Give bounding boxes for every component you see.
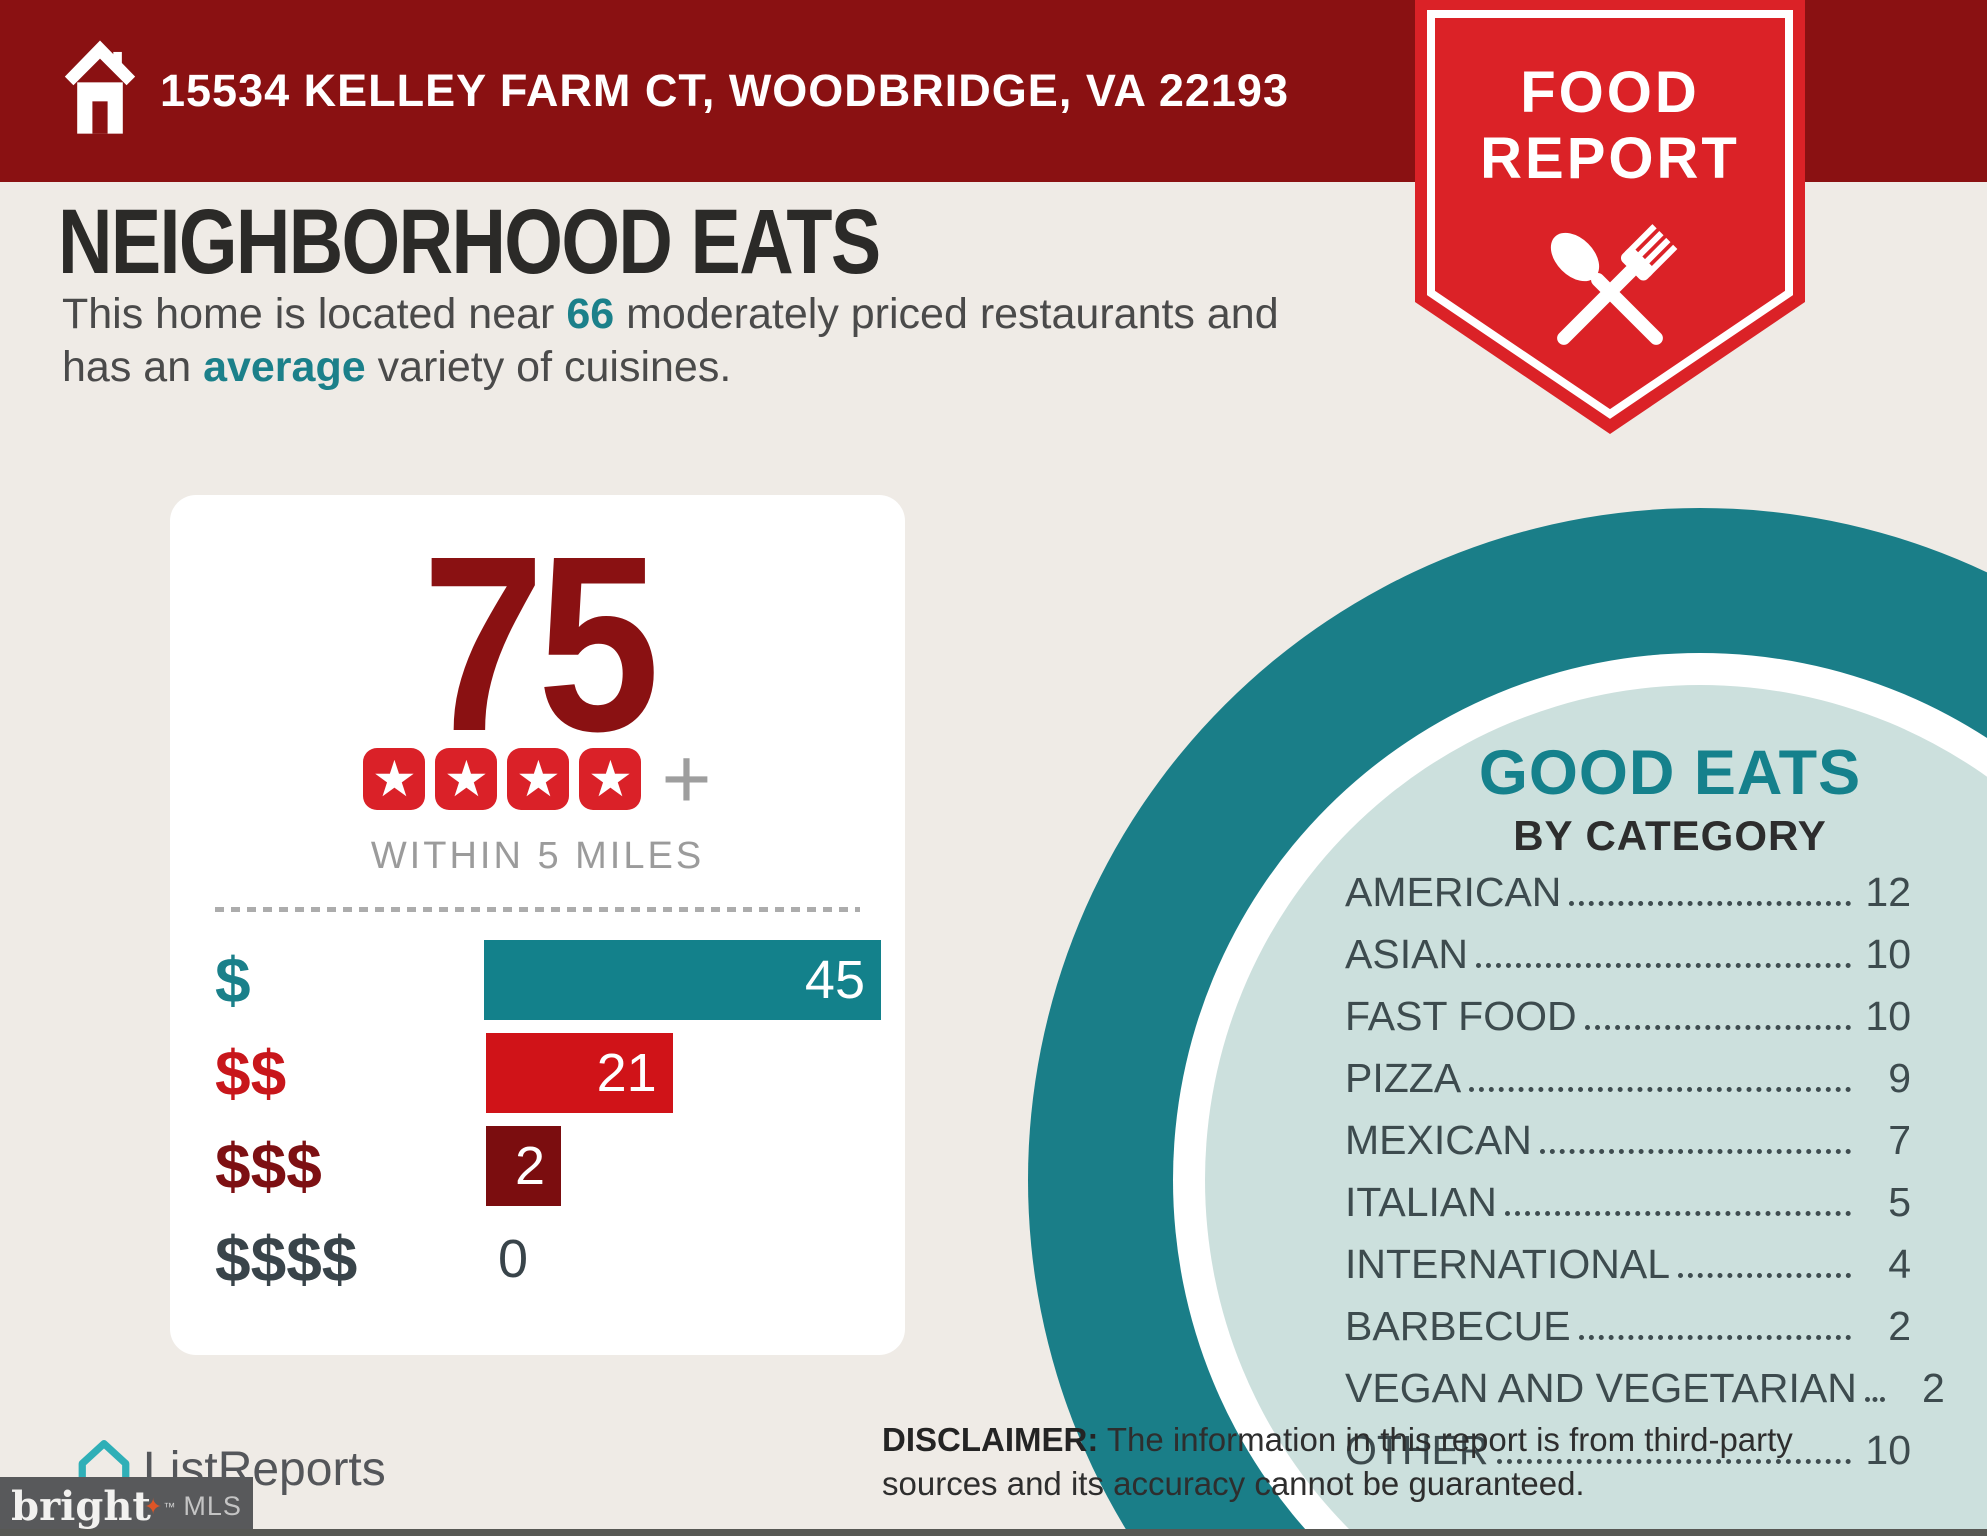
- category-row: PIZZA 9: [1345, 1058, 1911, 1099]
- dotted-leader: [1864, 1397, 1885, 1402]
- disclaimer: DISCLAIMER: The information in this repo…: [882, 1418, 1842, 1506]
- disclaimer-label: DISCLAIMER:: [882, 1421, 1099, 1458]
- good-eats-title: GOOD EATS: [1478, 738, 1862, 808]
- dotted-leader: [1476, 963, 1851, 968]
- category-label: FAST FOOD: [1345, 993, 1577, 1039]
- price-tier-value: 0: [498, 1229, 529, 1289]
- price-tier-label: $$$$: [215, 1223, 358, 1295]
- bottom-strip: [0, 1529, 1987, 1536]
- mls-wordmark: MLS: [183, 1491, 242, 1521]
- price-tier-label: $$: [215, 1037, 287, 1109]
- price-bar-row: $$$$ 0: [215, 1219, 881, 1299]
- star-rating: ★ ★ ★ ★ +: [170, 731, 905, 827]
- bright-mls-logo: bright ✦ ™ MLS: [0, 1477, 253, 1536]
- disclaimer-text: The information in this report is from t…: [882, 1421, 1793, 1502]
- dotted-leader: [1469, 1087, 1851, 1092]
- dashed-divider: [215, 907, 860, 912]
- restaurant-count: 66: [566, 290, 615, 338]
- variety-rating: average: [203, 343, 366, 391]
- ribbon-line-1: FOOD: [1520, 60, 1700, 125]
- category-list: AMERICAN 12 ASIAN 10 FAST FOOD 10 PIZZA 9 MEXICA…: [1345, 872, 1945, 1492]
- price-bars: $45 $$ 21 $$$ 2 $$$$ 0: [215, 940, 881, 1312]
- price-tier-bar: 21: [486, 1033, 673, 1113]
- category-label: ASIAN: [1345, 931, 1469, 977]
- spoon-fork-icon: [1550, 224, 1678, 345]
- category-count: 9: [1888, 1055, 1911, 1101]
- price-tier-bar: 2: [486, 1126, 561, 1206]
- category-row: OTHER 10: [1345, 1430, 1911, 1471]
- category-label: VEGAN AND VEGETARIAN: [1345, 1365, 1857, 1411]
- star-icon: ★: [507, 748, 570, 810]
- price-bar-row: $$$ 2: [215, 1126, 881, 1206]
- score-card: 75 ★ ★ ★ ★ + WITHIN 5 MILES $45 $$ 21 $$$ 2 $$$$ 0: [170, 495, 905, 1355]
- subtitle-line-1: This home is located near 66 moderately …: [62, 290, 1279, 338]
- category-row: FAST FOOD 10: [1345, 996, 1911, 1037]
- category-row: ITALIAN 5: [1345, 1182, 1911, 1223]
- dotted-leader: [1678, 1273, 1851, 1278]
- price-bar-row: $$ 21: [215, 1033, 881, 1113]
- price-tier-value: 2: [514, 1136, 545, 1196]
- category-count: 7: [1888, 1117, 1911, 1163]
- within-miles-label: WITHIN 5 MILES: [370, 835, 705, 877]
- price-tier-bar: 45: [483, 940, 881, 1020]
- star-icon: ★: [579, 748, 642, 810]
- category-label: OTHER: [1345, 1427, 1489, 1473]
- page-subtitle: This home is located near 66 moderately …: [62, 288, 1279, 394]
- price-bar-row: $45: [215, 940, 881, 1020]
- category-label: PIZZA: [1345, 1055, 1462, 1101]
- ribbon-line-2: REPORT: [1480, 126, 1740, 191]
- category-count: 2: [1888, 1303, 1911, 1349]
- category-label: MEXICAN: [1345, 1117, 1532, 1163]
- trademark-symbol: ™: [163, 1499, 176, 1514]
- subtitle-line-2: has an average variety of cuisines.: [62, 343, 732, 391]
- star-icon: ★: [363, 748, 426, 810]
- dotted-leader: [1569, 901, 1851, 906]
- category-count: 10: [1865, 1427, 1911, 1473]
- price-tier-label: $$$: [215, 1130, 322, 1202]
- dotted-leader: [1578, 1335, 1851, 1340]
- category-count: 5: [1888, 1179, 1911, 1225]
- home-icon: [64, 40, 136, 134]
- food-score: 75: [422, 504, 660, 783]
- bright-star-icon: ✦: [143, 1493, 163, 1519]
- dotted-leader: [1496, 1459, 1851, 1464]
- category-row: AMERICAN 12: [1345, 872, 1911, 913]
- category-row: MEXICAN 7: [1345, 1120, 1911, 1161]
- page-title: NEIGHBORHOOD EATS: [58, 191, 881, 293]
- category-label: AMERICAN: [1345, 869, 1562, 915]
- category-row: ASIAN 10: [1345, 934, 1911, 975]
- price-tier-label: $: [215, 944, 251, 1016]
- category-count: 4: [1888, 1241, 1911, 1287]
- price-tier-value: 21: [596, 1043, 657, 1103]
- category-row: INTERNATIONAL 4: [1345, 1244, 1911, 1285]
- bright-wordmark: bright: [11, 1482, 151, 1530]
- plus-icon: +: [661, 731, 712, 827]
- category-count: 10: [1865, 931, 1911, 977]
- category-row: VEGAN AND VEGETARIAN 2: [1345, 1365, 1945, 1411]
- dotted-leader: [1539, 1149, 1851, 1154]
- category-count: 10: [1865, 993, 1911, 1039]
- category-count: 2: [1922, 1365, 1945, 1411]
- good-eats-subtitle: BY CATEGORY: [1513, 812, 1827, 859]
- category-count: 12: [1865, 869, 1911, 915]
- category-label: BARBECUE: [1345, 1303, 1571, 1349]
- food-report-ribbon: FOOD REPORT: [1415, 0, 1805, 434]
- property-address: 15534 KELLEY FARM CT, WOODBRIDGE, VA 221…: [160, 65, 1289, 116]
- price-tier-value: 45: [804, 950, 865, 1010]
- star-icon: ★: [435, 748, 498, 810]
- category-label: INTERNATIONAL: [1345, 1241, 1670, 1287]
- dotted-leader: [1504, 1211, 1851, 1216]
- dotted-leader: [1584, 1025, 1851, 1030]
- category-label: ITALIAN: [1345, 1179, 1497, 1225]
- category-row: BARBECUE 2: [1345, 1306, 1911, 1347]
